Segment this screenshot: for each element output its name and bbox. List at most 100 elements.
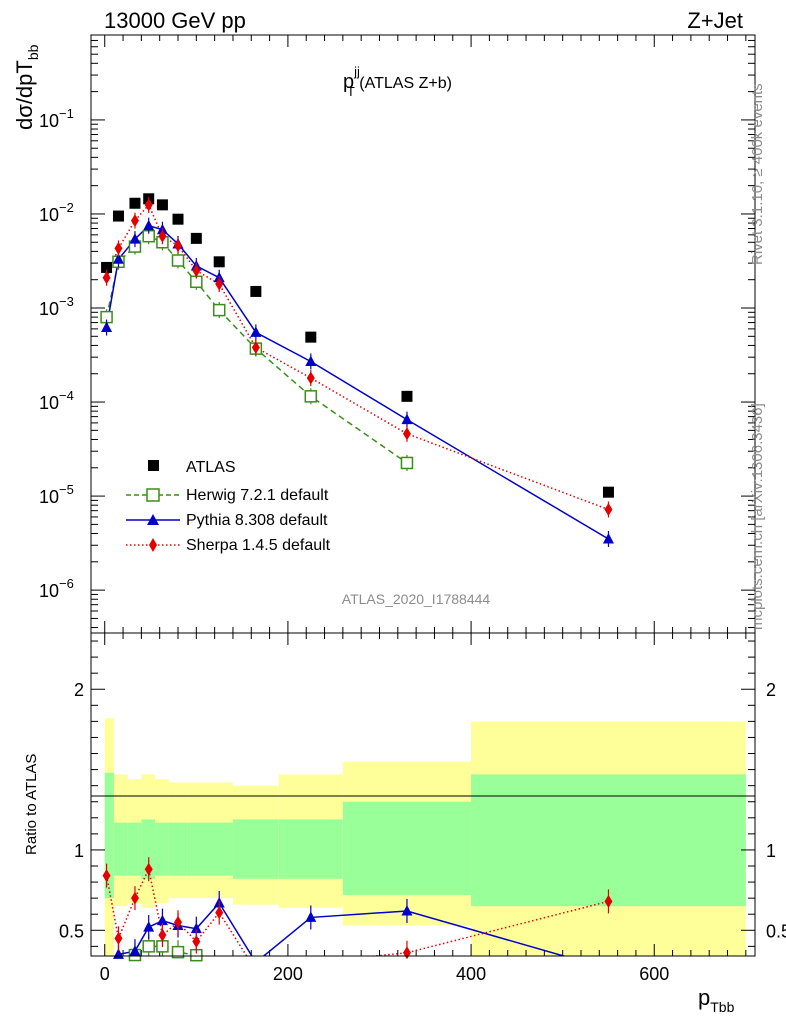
header-right: Z+Jet — [687, 8, 743, 33]
pythia-point — [112, 253, 124, 264]
pythia-ratio-point — [305, 911, 317, 922]
y-tick-label: 10−2 — [39, 200, 74, 225]
pythia-point — [101, 321, 113, 333]
ratio-axis-title: Ratio to ATLAS — [23, 754, 40, 855]
sherpa-point — [174, 239, 183, 253]
ratio-band-inner-bin — [278, 819, 343, 879]
pythia-ratio-point — [156, 914, 168, 926]
sherpa-point — [192, 264, 201, 278]
data-point — [305, 331, 317, 343]
sherpa-ratio-point — [604, 894, 613, 908]
data-point — [129, 197, 141, 209]
sherpa-ratio-curve — [105, 866, 609, 956]
sherpa-main-curve — [105, 203, 609, 511]
x-axis-title-sub: Tbb — [710, 999, 734, 1015]
legend: ATLAS Herwig 7.2.1 default Pythia 8.308 … — [126, 459, 331, 554]
herwig-point — [171, 254, 185, 267]
sherpa-point — [215, 277, 224, 291]
ratio-band-inner-bin — [471, 774, 746, 907]
ratio-band-inner-bin — [168, 822, 188, 876]
axis-ticks: 0 200 400 600 10−1 10−2 10−3 10−4 10−5 10−6 0.5 0.5… — [39, 34, 786, 984]
pythia-point — [401, 413, 413, 425]
analysis-watermark: ATLAS_2020_I1788444 — [342, 591, 491, 607]
data-point — [250, 285, 262, 297]
data-point — [401, 390, 413, 402]
legend-label-pythia: Pythia 8.308 default — [186, 512, 328, 529]
sherpa-ratio-point — [158, 928, 167, 942]
ratio-band-inner-bin — [113, 822, 128, 876]
pythia-point — [602, 532, 614, 544]
plot-title-sub: T — [347, 84, 355, 99]
ratio-band-inner-bin — [141, 819, 156, 879]
ratio-band-inner-bin — [155, 822, 169, 876]
mcplots-label: mcplots.cern.ch [arXiv:1306.3436] — [749, 403, 766, 630]
sherpa-ratio-point — [114, 931, 123, 945]
herwig-point — [304, 390, 318, 403]
legend-label-data: ATLAS — [186, 459, 236, 476]
plot-title-sup: jj — [353, 64, 360, 79]
ratio-tick-label-right: 1 — [766, 841, 776, 861]
plot-title: pjj T (ATLAS Z+b) — [343, 64, 452, 99]
pythia-point — [305, 355, 317, 366]
ratio-band-inner-bin — [104, 772, 114, 899]
ratio-band-inner-bin — [232, 819, 279, 879]
ratio-tick-label-right: 2 — [766, 680, 776, 700]
ratio-tick-label-left: 1 — [74, 841, 84, 861]
pythia-main-curve — [105, 224, 609, 540]
x-axis-title-main: p — [698, 985, 710, 1010]
ratio-tick-label-left: 0.5 — [59, 921, 84, 941]
pythia-ratio-point — [129, 945, 141, 956]
data-point — [112, 210, 124, 222]
sherpa-point — [604, 503, 613, 517]
legend-marker-herwig — [146, 488, 160, 502]
y-axis-title: dσ/dpTbb — [12, 44, 41, 130]
legend-marker-pythia — [147, 514, 159, 525]
herwig-point — [212, 303, 226, 317]
ratio-band-inner-bin — [127, 822, 142, 876]
x-tick-label: 600 — [639, 964, 669, 984]
x-tick-label: 400 — [456, 964, 486, 984]
y-tick-label: 10−1 — [39, 106, 74, 131]
ratio-tick-label-left: 2 — [74, 680, 84, 700]
legend-marker-data — [148, 460, 159, 471]
sherpa-point — [130, 214, 139, 228]
ratio-uncertainty-bands — [104, 718, 746, 956]
sherpa-ratio-point — [192, 935, 201, 949]
sherpa-point — [114, 241, 123, 255]
sherpa-point — [102, 271, 111, 285]
data-point — [213, 256, 225, 268]
y-tick-label: 10−3 — [39, 294, 74, 319]
sherpa-ratio-point — [102, 869, 111, 883]
sherpa-point — [251, 341, 260, 355]
sherpa-point — [402, 427, 411, 441]
pythia-point — [143, 219, 155, 231]
pythia-point — [129, 233, 141, 244]
sherpa-point — [144, 198, 153, 212]
data-markers — [100, 193, 614, 962]
header-left: 13000 GeV pp — [104, 8, 246, 33]
herwig-point — [400, 456, 414, 470]
legend-label-sherpa: Sherpa 1.4.5 default — [186, 537, 331, 554]
sherpa-ratio-point — [402, 946, 411, 960]
ratio-band-inner-bin — [205, 822, 233, 876]
x-axis-title: pTbb — [698, 985, 735, 1015]
pythia-point — [250, 326, 262, 337]
herwig-ratio-point — [142, 940, 155, 953]
rivet-label: Rivet 3.1.10, ≥ 400k events — [749, 83, 766, 265]
ratio-band-inner-bin — [187, 822, 206, 876]
data-point — [602, 486, 614, 498]
legend-marker-sherpa — [149, 538, 157, 552]
y-tick-label: 10−6 — [39, 576, 74, 601]
x-tick-label: 0 — [100, 964, 110, 984]
sherpa-point — [158, 229, 167, 243]
y-tick-label: 10−4 — [39, 388, 74, 413]
data-point — [101, 261, 113, 273]
sherpa-ratio-point — [215, 906, 224, 920]
sherpa-ratio-point — [174, 915, 183, 929]
plot-title-rest: (ATLAS Z+b) — [355, 75, 452, 92]
sherpa-ratio-point — [144, 862, 153, 876]
y-axis-title-sub: bb — [25, 44, 41, 60]
data-point — [190, 232, 202, 244]
plot-title-main: p — [343, 71, 354, 93]
